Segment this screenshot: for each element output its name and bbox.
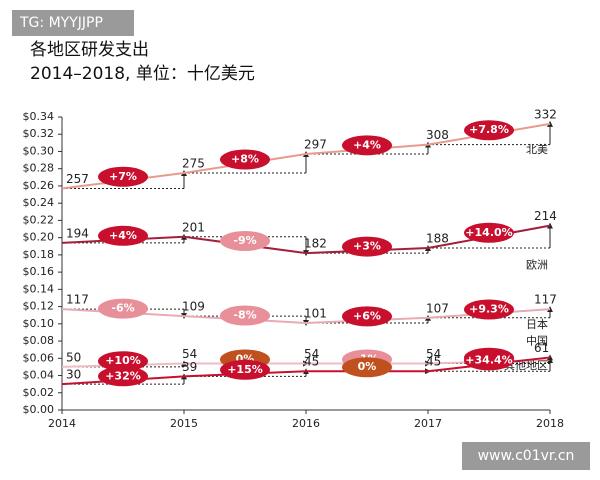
watermark-box (12, 10, 134, 36)
value-label: 332 (534, 107, 557, 121)
badge (342, 135, 392, 156)
y-tick-label: $0.08 (23, 334, 55, 347)
badge-label: +4% (109, 229, 137, 242)
value-label: 308 (426, 128, 449, 142)
value-label: 45 (304, 355, 319, 369)
badge-label: +4% (353, 138, 381, 151)
badge-label: +8% (231, 153, 259, 166)
legend-label: 日本 (526, 317, 548, 331)
badge (342, 306, 392, 327)
badge-label: -6% (111, 302, 134, 315)
badge (98, 366, 148, 387)
y-tick-label: $0.14 (23, 282, 55, 295)
value-label: 275 (182, 157, 205, 171)
value-label: 107 (426, 301, 449, 315)
badge-label: +32% (105, 369, 141, 382)
value-label: 117 (66, 293, 89, 307)
badge-label: -8% (233, 309, 256, 322)
badge (220, 359, 270, 380)
value-label: 117 (534, 293, 557, 307)
badge-label: 0% (358, 360, 377, 373)
badge-label: +34.4% (465, 353, 512, 366)
y-tick-label: $0.10 (23, 317, 55, 330)
value-label: 54 (426, 347, 441, 361)
badge (464, 350, 514, 371)
badge (220, 149, 270, 170)
value-label: 297 (304, 138, 327, 152)
x-tick-label: 2016 (292, 417, 320, 430)
y-tick-label: $0.32 (23, 127, 55, 140)
value-label: 214 (534, 209, 557, 223)
value-label: 101 (304, 306, 327, 320)
badge (464, 299, 514, 320)
value-label: 109 (182, 300, 205, 314)
x-tick-label: 2018 (536, 417, 564, 430)
y-tick-label: $0.20 (23, 231, 55, 244)
watermark: TG: MYYJJPP (19, 15, 103, 31)
value-label: 54 (182, 347, 197, 361)
y-tick-label: $0.06 (23, 351, 55, 364)
badge-label: +7.8% (469, 123, 509, 136)
badge-label: +14.0% (465, 226, 512, 239)
y-tick-label: $0.12 (23, 300, 55, 313)
value-label: 257 (66, 172, 89, 186)
y-tick-label: $0.26 (23, 179, 55, 192)
chart-subtitle: 2014–2018, 单位：十亿美元 (30, 64, 255, 84)
x-tick-label: 2014 (48, 417, 76, 430)
badge-label: +6% (353, 309, 381, 322)
y-tick-label: $0.16 (23, 265, 55, 278)
badge (464, 120, 514, 141)
y-tick-label: $0.34 (23, 110, 55, 123)
badge (98, 166, 148, 187)
badge (464, 222, 514, 243)
y-tick-label: $0.02 (23, 386, 55, 399)
badge-label: +3% (353, 240, 381, 253)
legend-label: 欧洲 (526, 259, 548, 272)
value-label: 30 (66, 368, 81, 382)
watermark-box (462, 442, 590, 470)
y-tick-label: $0.00 (23, 403, 55, 416)
badge-label: -9% (233, 234, 256, 247)
y-tick-label: $0.24 (23, 196, 55, 209)
chart-title: 各地区研发支出 (30, 40, 149, 60)
value-label: 39 (182, 360, 197, 374)
value-label: 188 (426, 231, 449, 245)
y-tick-label: $0.28 (23, 162, 55, 175)
y-tick-label: $0.30 (23, 144, 55, 157)
x-tick-label: 2015 (170, 417, 198, 430)
legend-label: 中国 (526, 334, 548, 347)
badge (98, 351, 148, 372)
badge (342, 357, 392, 378)
badge (342, 236, 392, 257)
badge (220, 230, 270, 251)
badge-label: +7% (109, 170, 137, 183)
value-label: 50 (66, 350, 81, 364)
watermark: www.c01vr.cn (478, 448, 575, 464)
value-label: 201 (182, 220, 205, 234)
y-tick-label: $0.22 (23, 213, 55, 226)
badge-label: +10% (105, 354, 141, 367)
badge-label: +9.3% (469, 302, 509, 315)
badge (98, 225, 148, 246)
badge (98, 298, 148, 319)
value-label: 54 (304, 347, 319, 361)
value-label: 61 (534, 341, 549, 355)
legend-label: 北美 (526, 143, 548, 156)
badge (220, 305, 270, 326)
value-label: 45 (426, 355, 441, 369)
x-tick-label: 2017 (414, 417, 442, 430)
y-tick-label: $0.04 (23, 369, 55, 382)
badge-label: +15% (227, 363, 263, 376)
value-label: 194 (66, 226, 89, 240)
y-tick-label: $0.18 (23, 248, 55, 261)
value-label: 182 (304, 237, 327, 251)
